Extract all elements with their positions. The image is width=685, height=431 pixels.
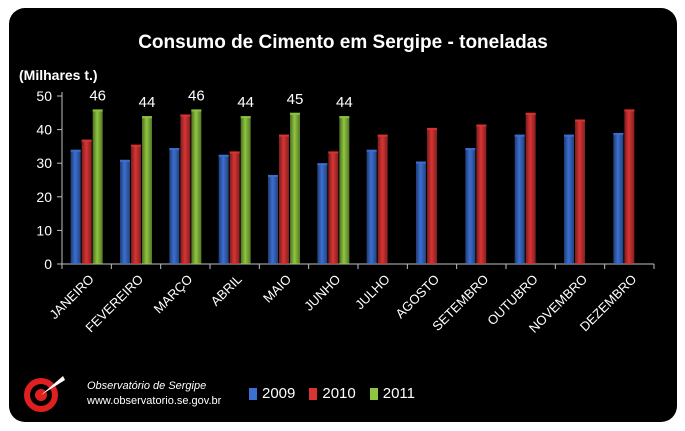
x-category-label: MAIO bbox=[260, 272, 294, 306]
bar-2010 bbox=[131, 144, 141, 264]
legend-item-2009: 2009 bbox=[249, 385, 295, 402]
bar-top-2010 bbox=[328, 151, 339, 154]
chart-legend: 2009 2010 2011 bbox=[249, 385, 415, 402]
bar-top-2009 bbox=[465, 148, 476, 151]
bar-2009 bbox=[120, 159, 130, 264]
legend-swatch-2010 bbox=[309, 387, 318, 400]
x-category-label: JUNHO bbox=[301, 272, 343, 314]
bar-top-2011 bbox=[339, 116, 350, 119]
bar-2011 bbox=[142, 116, 152, 264]
bar-top-2009 bbox=[613, 132, 624, 135]
bar-2011 bbox=[191, 109, 202, 264]
y-tick-label: 40 bbox=[36, 122, 52, 138]
bar-2010 bbox=[279, 134, 289, 264]
bar-top-2009 bbox=[120, 159, 130, 162]
x-category-label: JANEIRO bbox=[46, 272, 96, 322]
bar-2011 bbox=[92, 109, 103, 264]
bar-2010 bbox=[575, 119, 585, 265]
bar-2009 bbox=[218, 154, 229, 264]
bar-top-2010 bbox=[180, 114, 191, 117]
legend-label-2009: 2009 bbox=[262, 385, 296, 402]
y-tick-label: 0 bbox=[44, 256, 52, 272]
bar-top-2010 bbox=[575, 119, 585, 122]
y-tick-label: 30 bbox=[36, 155, 52, 171]
bar-top-2011 bbox=[290, 112, 300, 115]
bar-top-2010 bbox=[624, 109, 635, 112]
footer-url: www.observatorio.se.gov.br bbox=[87, 395, 222, 407]
x-category-label: JULHO bbox=[352, 272, 393, 313]
bar-top-2010 bbox=[525, 112, 536, 115]
y-tick-label: 20 bbox=[36, 189, 52, 205]
bar-top-2010 bbox=[476, 124, 487, 127]
bar-2010 bbox=[328, 151, 339, 264]
bar-top-2011 bbox=[142, 116, 152, 119]
bar-top-2009 bbox=[169, 148, 180, 151]
data-label: 46 bbox=[89, 87, 106, 104]
legend-label-2010: 2010 bbox=[322, 385, 356, 402]
bar-2009 bbox=[366, 149, 377, 264]
legend-label-2011: 2011 bbox=[382, 385, 416, 402]
bar-2011 bbox=[290, 112, 300, 264]
bar-top-2010 bbox=[279, 134, 289, 137]
bar-2010 bbox=[624, 109, 635, 264]
bar-2010 bbox=[81, 139, 92, 264]
bar-top-2009 bbox=[268, 174, 278, 177]
y-tick-label: 10 bbox=[36, 222, 52, 238]
bar-2009 bbox=[317, 163, 328, 264]
bar-top-2009 bbox=[317, 163, 328, 166]
bar-2009 bbox=[564, 134, 574, 264]
bar-2009 bbox=[70, 149, 81, 264]
bar-2009 bbox=[514, 134, 525, 264]
bar-top-2009 bbox=[564, 134, 574, 137]
bar-top-2009 bbox=[514, 134, 525, 137]
legend-item-2010: 2010 bbox=[309, 385, 356, 402]
bar-2011 bbox=[339, 116, 350, 264]
bar-top-2010 bbox=[377, 134, 388, 137]
observatorio-logo-icon bbox=[19, 370, 69, 416]
bar-top-2009 bbox=[416, 161, 426, 164]
bar-2010 bbox=[180, 114, 191, 264]
footer-org-name: Observatório de Sergipe bbox=[87, 380, 207, 392]
bar-top-2011 bbox=[92, 109, 103, 112]
bar-2010 bbox=[525, 112, 536, 264]
bar-top-2009 bbox=[70, 149, 81, 152]
bar-top-2011 bbox=[240, 116, 251, 119]
bar-2010 bbox=[229, 151, 240, 264]
bar-2010 bbox=[476, 124, 487, 264]
bar-2009 bbox=[465, 148, 476, 264]
bar-2010 bbox=[377, 134, 388, 264]
y-tick-label: 50 bbox=[36, 88, 52, 104]
bar-top-2010 bbox=[229, 151, 240, 154]
bar-2009 bbox=[169, 148, 180, 264]
bar-top-2010 bbox=[131, 144, 141, 147]
data-label: 46 bbox=[188, 87, 205, 104]
bar-top-2010 bbox=[427, 127, 437, 130]
data-label: 44 bbox=[237, 94, 254, 111]
legend-swatch-2011 bbox=[369, 387, 378, 400]
chart-title: Consumo de Cimento em Sergipe - tonelada… bbox=[138, 32, 548, 53]
bar-top-2009 bbox=[366, 149, 377, 152]
bar-top-2009 bbox=[218, 154, 229, 157]
data-label: 45 bbox=[287, 91, 304, 108]
x-category-label: MARÇO bbox=[151, 272, 196, 317]
data-label: 44 bbox=[139, 94, 156, 111]
chart-frame: Consumo de Cimento em Sergipe - tonelada… bbox=[9, 8, 677, 422]
x-category-label: AGOSTO bbox=[392, 272, 442, 322]
y-axis-title: (Milhares t.) bbox=[19, 67, 98, 83]
bar-2009 bbox=[268, 174, 278, 264]
x-category-label: ABRIL bbox=[208, 272, 245, 309]
bar-2009 bbox=[416, 161, 426, 264]
bar-top-2010 bbox=[81, 139, 92, 142]
bar-2010 bbox=[427, 127, 437, 264]
legend-item-2011: 2011 bbox=[369, 385, 416, 402]
bar-2009 bbox=[613, 132, 624, 264]
legend-swatch-2009 bbox=[249, 387, 257, 400]
bar-top-2011 bbox=[191, 109, 202, 112]
data-label: 44 bbox=[336, 94, 353, 111]
bar-2011 bbox=[240, 116, 251, 264]
